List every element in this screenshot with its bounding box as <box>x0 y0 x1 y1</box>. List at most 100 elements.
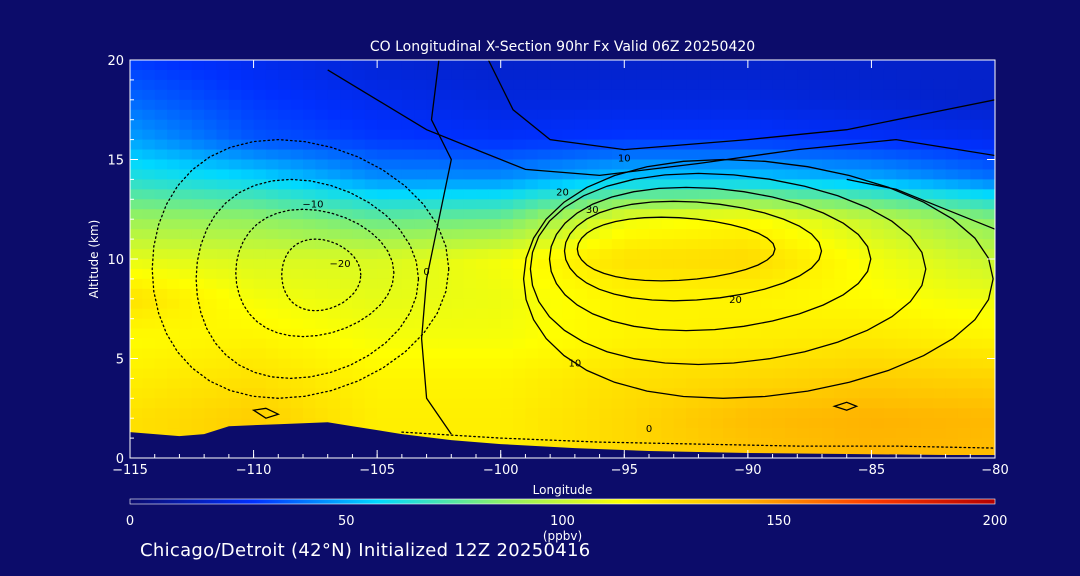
heatmap-cell <box>154 99 168 111</box>
heatmap-cell <box>933 79 947 91</box>
heatmap-cell <box>945 249 959 260</box>
heatmap-cell <box>846 239 860 250</box>
heatmap-cell <box>191 348 205 360</box>
heatmap-cell <box>945 199 959 210</box>
heatmap-cell <box>698 89 712 101</box>
heatmap-cell <box>476 219 489 230</box>
heatmap-cell <box>846 418 860 429</box>
heatmap-cell <box>414 69 428 81</box>
heatmap-cell <box>352 408 366 419</box>
heatmap-cell <box>340 149 354 161</box>
heatmap-cell <box>550 288 564 300</box>
contour-label-8: −20 <box>330 259 351 270</box>
heatmap-cell <box>241 268 255 280</box>
heatmap-cell <box>871 229 885 240</box>
heatmap-cell <box>698 428 712 439</box>
heatmap-cell <box>735 159 749 171</box>
heatmap-cell <box>562 418 576 429</box>
heatmap-cell <box>228 199 242 210</box>
heatmap-cell <box>476 288 489 300</box>
heatmap-cell <box>723 278 737 290</box>
heatmap-cell <box>735 109 749 121</box>
heatmap-cell <box>982 129 995 141</box>
heatmap-cell <box>327 368 341 379</box>
heatmap-cell <box>871 278 885 290</box>
heatmap-cell <box>241 249 255 260</box>
heatmap-cell <box>513 199 527 210</box>
heatmap-cell <box>883 239 897 250</box>
heatmap-cell <box>686 119 700 131</box>
heatmap-cell <box>723 229 737 240</box>
heatmap-cell <box>142 229 156 240</box>
heatmap-cell <box>463 149 477 161</box>
heatmap-cell <box>290 259 304 270</box>
heatmap-cell <box>290 209 304 220</box>
heatmap-cell <box>735 368 749 379</box>
heatmap-cell <box>772 318 786 330</box>
heatmap-cell <box>352 288 366 300</box>
heatmap-cell <box>401 358 415 370</box>
heatmap-cell <box>611 199 625 210</box>
heatmap-cell <box>550 199 564 210</box>
heatmap-cell <box>216 229 230 240</box>
heatmap-cell <box>896 259 910 270</box>
heatmap-cell <box>364 358 378 370</box>
heatmap-cell <box>191 89 205 101</box>
heatmap-cell <box>624 89 638 101</box>
heatmap-cell <box>760 69 774 81</box>
heatmap-cell <box>772 60 786 71</box>
heatmap-cell <box>389 328 403 340</box>
heatmap-cell <box>649 249 662 260</box>
heatmap-cell <box>562 69 576 81</box>
heatmap-cell <box>982 378 995 389</box>
heatmap-cell <box>772 239 786 250</box>
heatmap-cell <box>710 338 724 350</box>
heatmap-cell <box>179 69 193 81</box>
heatmap-cell <box>784 179 798 190</box>
heatmap-cell <box>920 209 934 220</box>
heatmap-cell <box>587 60 601 71</box>
heatmap-cell <box>476 428 489 439</box>
heatmap-cell <box>673 328 687 340</box>
heatmap-cell <box>253 259 267 270</box>
heatmap-cell <box>587 418 601 429</box>
heatmap-cell <box>216 239 230 250</box>
heatmap-cell <box>735 259 749 270</box>
heatmap-cell <box>191 169 205 180</box>
heatmap-cell <box>550 159 564 171</box>
heatmap-cell <box>822 219 835 230</box>
heatmap-cell <box>327 169 341 180</box>
heatmap-cell <box>970 388 984 399</box>
heatmap-cell <box>611 89 625 101</box>
heatmap-cell <box>686 99 700 111</box>
heatmap-cell <box>649 119 662 131</box>
heatmap-cell <box>500 199 514 210</box>
heatmap-cell <box>253 149 267 161</box>
heatmap-cell <box>228 388 242 399</box>
heatmap-cell <box>290 328 304 340</box>
heatmap-cell <box>624 318 638 330</box>
heatmap-cell <box>982 408 995 419</box>
heatmap-cell <box>377 109 391 121</box>
heatmap-cell <box>352 298 366 310</box>
heatmap-cell <box>957 298 971 310</box>
heatmap-cell <box>673 209 687 220</box>
heatmap-cell <box>859 109 873 121</box>
heatmap-cell <box>154 219 168 230</box>
heatmap-cell <box>933 159 947 171</box>
heatmap-cell <box>747 368 761 379</box>
heatmap-cell <box>871 60 885 71</box>
heatmap-cell <box>587 119 601 131</box>
heatmap-cell <box>191 149 205 161</box>
heatmap-cell <box>377 199 391 210</box>
heatmap-cell <box>525 408 539 419</box>
heatmap-cell <box>438 119 452 131</box>
heatmap-cell <box>735 428 749 439</box>
heatmap-cell <box>933 358 947 370</box>
heatmap-cell <box>710 288 724 300</box>
heatmap-cell <box>611 418 625 429</box>
contour-line-zero-east <box>846 178 995 230</box>
heatmap-cell <box>167 288 181 300</box>
heatmap-cell <box>179 308 193 320</box>
heatmap-cell <box>303 149 316 161</box>
